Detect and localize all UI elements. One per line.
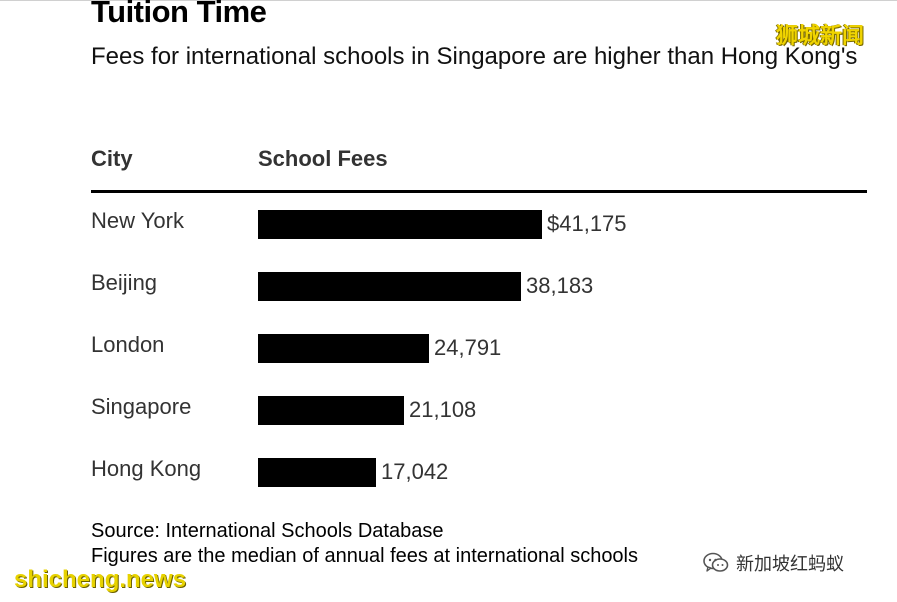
- category-label: Singapore: [91, 394, 192, 419]
- category-label: Beijing: [91, 270, 158, 295]
- watermark-site: shicheng.news: [14, 566, 187, 593]
- value-label: 38,183: [526, 273, 594, 298]
- bar-row: New York $41,175: [0, 208, 897, 248]
- value-label: $41,175: [547, 211, 627, 236]
- bar-row: London 24,791: [0, 332, 897, 372]
- bar-row: Singapore 21,108: [0, 394, 897, 434]
- bar: [258, 210, 542, 239]
- chart-title: Tuition Time: [91, 0, 267, 29]
- watermark-wechat-text: 新加坡红蚂蚁: [736, 554, 844, 574]
- chart-subtitle: Fees for international schools in Singap…: [91, 43, 858, 70]
- bar: [258, 458, 376, 487]
- bar: [258, 334, 429, 363]
- category-label: New York: [91, 208, 184, 233]
- watermark-wechat: 新加坡红蚂蚁: [702, 548, 844, 578]
- column-header-city: City: [91, 146, 133, 171]
- value-label: 24,791: [434, 335, 502, 360]
- header-divider: [91, 190, 867, 193]
- bar-row: Hong Kong 17,042: [0, 456, 897, 496]
- category-label: Hong Kong: [91, 456, 202, 481]
- value-label: 17,042: [381, 459, 449, 484]
- bar: [258, 396, 404, 425]
- top-divider: [0, 0, 897, 1]
- category-label: London: [91, 332, 165, 357]
- source-note: Source: International Schools Database F…: [91, 519, 638, 569]
- footnote-text: Figures are the median of annual fees at…: [91, 545, 639, 567]
- column-header-school-fees: School Fees: [258, 146, 388, 171]
- source-text: Source: International Schools Database: [91, 520, 444, 542]
- bar-row: Beijing 38,183: [0, 270, 897, 310]
- watermark-top-right: 狮城新闻: [776, 23, 865, 48]
- wechat-icon: [703, 552, 729, 572]
- value-label: 21,108: [409, 397, 477, 422]
- bar: [258, 272, 521, 301]
